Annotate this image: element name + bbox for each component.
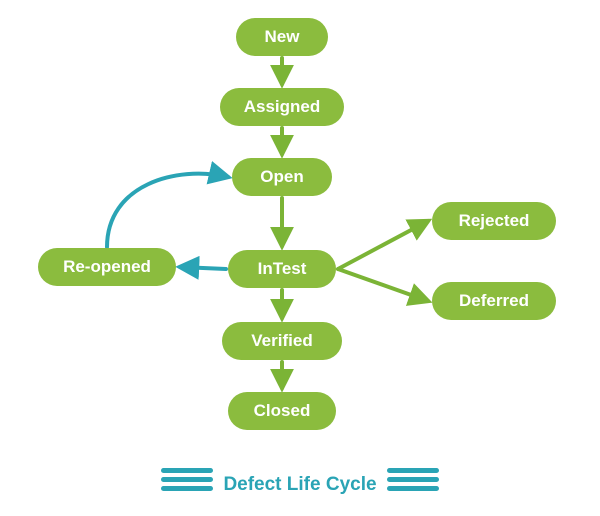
- node-intest: InTest: [228, 250, 336, 288]
- diagram-title: Defect Life Cycle: [0, 474, 600, 496]
- node-reopened: Re-opened: [38, 248, 176, 286]
- node-closed: Closed: [228, 392, 336, 430]
- node-verified: Verified: [222, 322, 342, 360]
- title-bars-right: [387, 468, 439, 491]
- node-new: New: [236, 18, 328, 56]
- node-rejected: Rejected: [432, 202, 556, 240]
- node-open: Open: [232, 158, 332, 196]
- node-deferred: Deferred: [432, 282, 556, 320]
- node-assigned: Assigned: [220, 88, 344, 126]
